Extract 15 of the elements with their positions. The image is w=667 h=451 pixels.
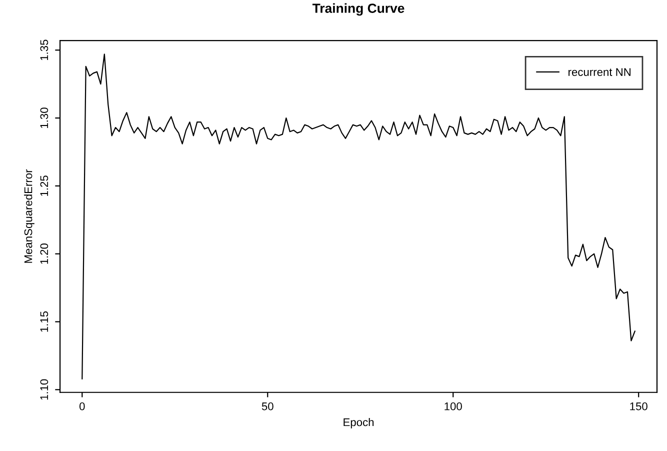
y-tick-label: 1.30 [40,108,48,128]
y-tick-label: 1.20 [40,243,48,264]
line-series [82,54,636,380]
y-axis-title: MeanSquaredError [24,169,34,263]
x-tick-label: 50 [262,402,274,410]
y-tick-label: 1.25 [40,176,48,196]
y-tick-label: 1.10 [40,379,48,400]
x-tick-label: 0 [79,402,85,410]
x-axis-title: Epoch [344,418,374,428]
x-tick-label: 100 [444,402,462,410]
y-tick-label: 1.35 [40,40,48,60]
x-tick-label: 150 [630,402,648,410]
chart-title: Training Curve [312,3,404,16]
y-tick-label: 1.15 [40,311,48,332]
legend-label: recurrent NN [568,68,630,76]
